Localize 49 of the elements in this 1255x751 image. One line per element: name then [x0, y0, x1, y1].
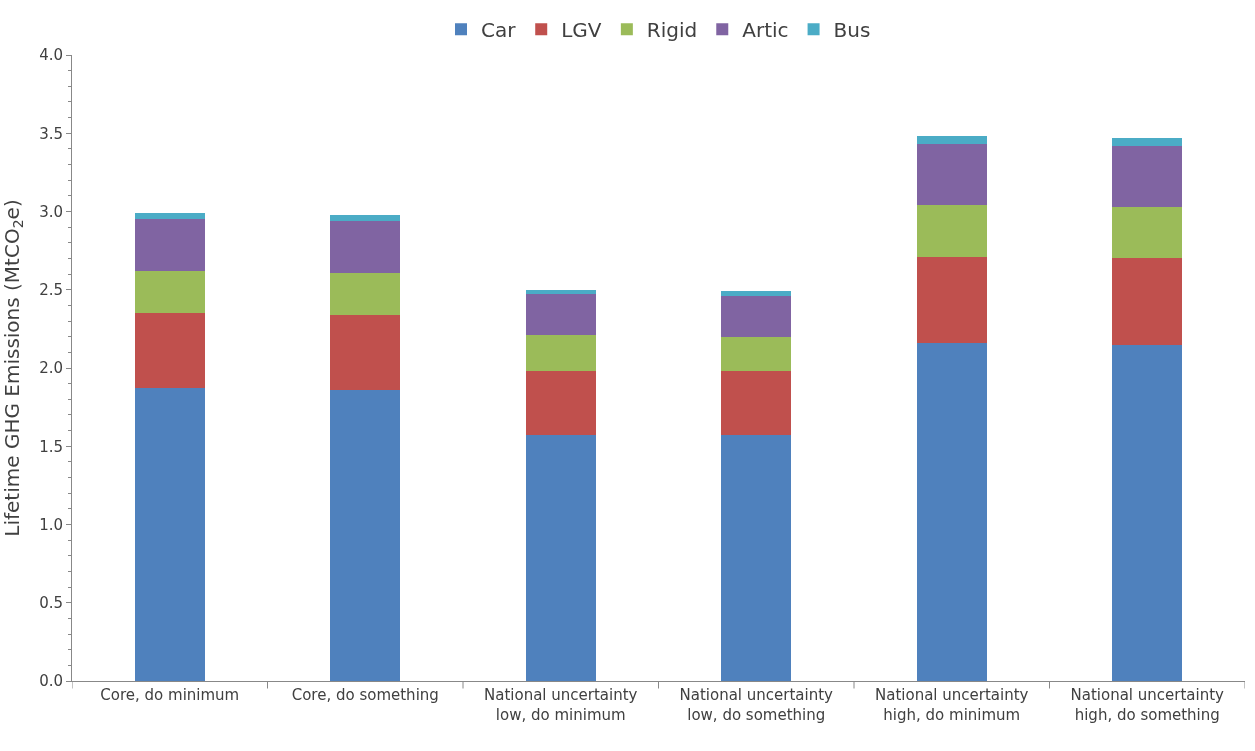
bar	[721, 371, 792, 436]
legend-label: Artic	[742, 18, 789, 43]
bar	[916, 136, 987, 145]
bar	[330, 220, 401, 273]
bar	[1112, 145, 1183, 207]
bar	[916, 256, 987, 343]
bar	[525, 435, 596, 681]
y-tick-label: 3.0	[39, 202, 63, 221]
legend-label: LGV	[561, 18, 602, 43]
y-tick-label: 3.5	[39, 124, 63, 143]
bar	[525, 371, 596, 436]
x-tick-label: National uncertainty low, do something	[679, 686, 834, 724]
bar	[916, 342, 987, 681]
bar	[330, 214, 401, 221]
y-tick-label: 0.5	[39, 594, 63, 612]
legend-label: Car	[481, 18, 517, 43]
y-tick-label: 0.0	[39, 672, 63, 691]
y-tick-label: 1.5	[39, 437, 63, 456]
bar	[330, 389, 401, 681]
bar	[330, 272, 401, 315]
bar	[525, 294, 596, 336]
x-tick-label: National uncertainty high, do minimum	[875, 686, 1029, 724]
bar	[721, 336, 792, 372]
bar	[916, 144, 987, 206]
y-tick-label: 1.0	[39, 515, 63, 534]
y-tick-label: 2.5	[39, 281, 63, 299]
bar	[916, 205, 987, 257]
y-tick-label: 4.0	[39, 46, 63, 65]
bar	[1112, 344, 1183, 681]
bar	[134, 270, 205, 314]
bar	[721, 296, 792, 337]
bar	[1112, 137, 1183, 146]
bar	[330, 314, 401, 390]
bar	[1112, 206, 1183, 259]
x-tick-label: Core, do minimum	[100, 686, 240, 704]
bar	[134, 219, 205, 271]
bar	[721, 291, 792, 297]
y-tick-label: 2.0	[39, 359, 63, 378]
bar	[721, 435, 792, 681]
bar	[134, 313, 205, 389]
bar	[134, 388, 205, 681]
x-tick-label: National uncertainty high, do something	[1070, 686, 1225, 724]
x-tick-label: National uncertainty low, do minimum	[484, 686, 638, 724]
legend-label: Rigid	[646, 18, 698, 43]
x-tick-label: Core, do something	[291, 686, 439, 704]
bar	[1112, 258, 1183, 345]
bar	[525, 335, 596, 372]
bar	[134, 213, 205, 220]
legend-label: Bus	[833, 18, 871, 43]
